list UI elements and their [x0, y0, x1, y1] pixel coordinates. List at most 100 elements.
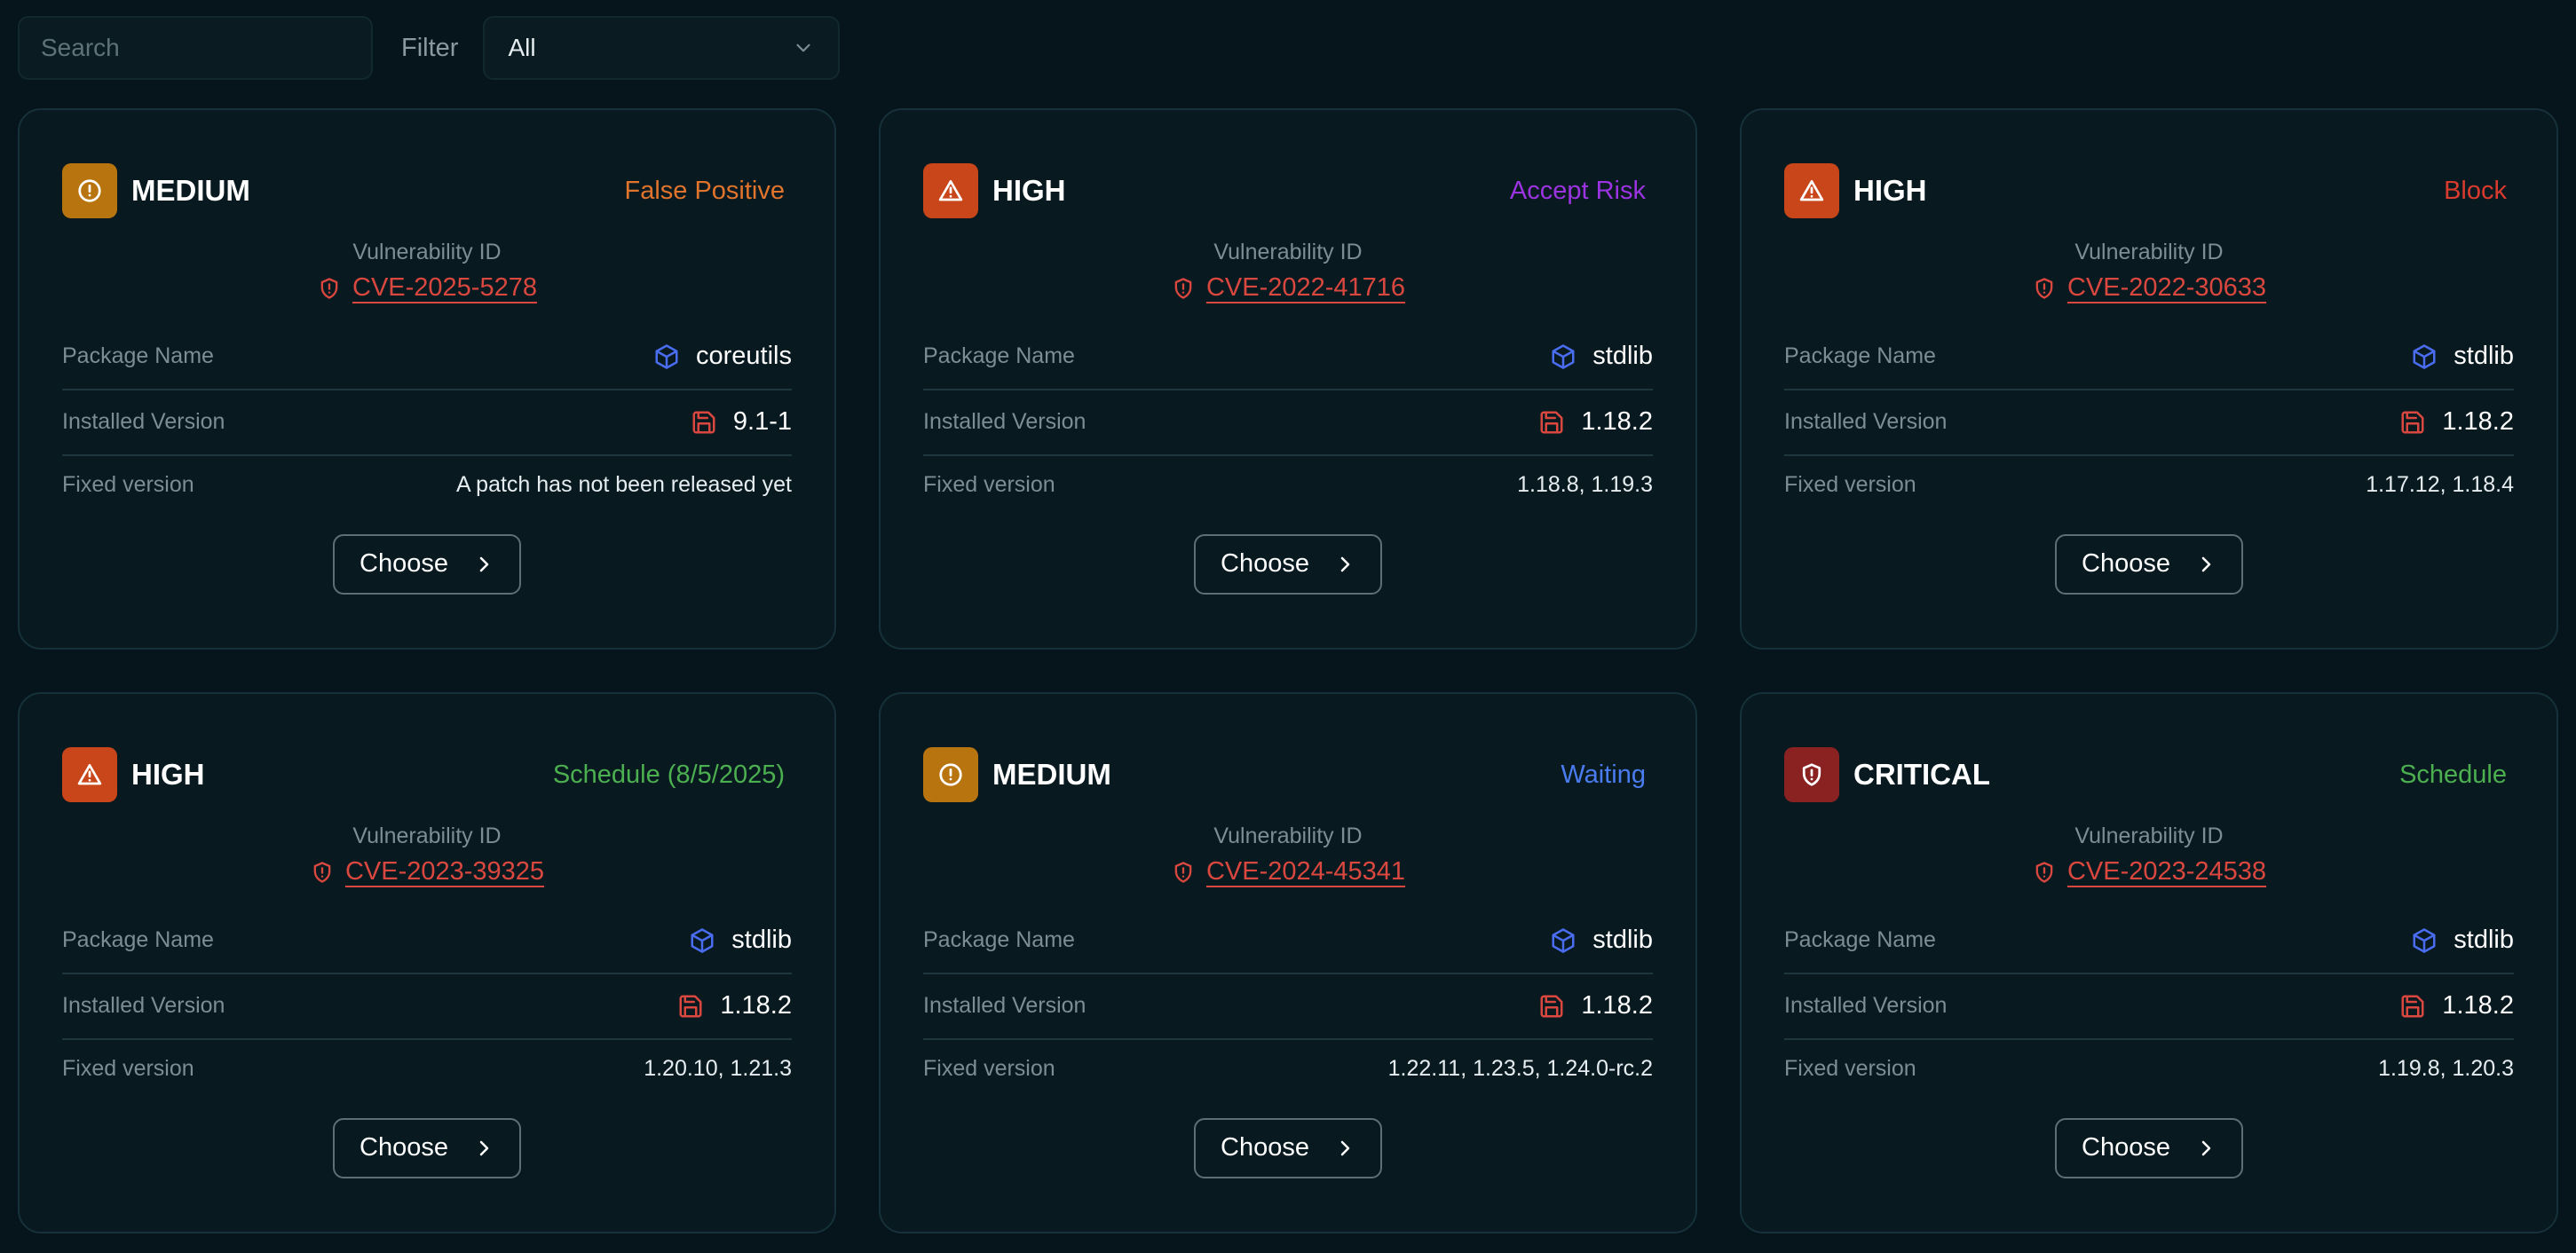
package-box-icon [1552, 927, 1575, 953]
vulnerability-card: CRITICAL Schedule Vulnerability ID CVE-2… [1740, 692, 2558, 1233]
vulnerability-id-caption: Vulnerability ID [352, 824, 502, 848]
shield-alert-icon [2035, 277, 2053, 299]
save-disk-icon [692, 411, 715, 433]
installed-version-label: Installed Version [923, 993, 1087, 1018]
warning-triangle-icon [77, 764, 102, 785]
installed-version-value: 9.1-1 [732, 407, 792, 436]
choose-button-label: Choose [2082, 549, 2170, 578]
installed-version-value: 1.18.2 [1581, 991, 1653, 1020]
package-name-value: stdlib [731, 926, 792, 954]
vulnerability-id-link[interactable]: CVE-2023-39325 [310, 857, 544, 887]
status-label: Waiting [1561, 760, 1646, 789]
choose-button-label: Choose [1221, 549, 1309, 578]
installed-version-row: Installed Version 1.18.2 [62, 974, 792, 1040]
installed-version-label: Installed Version [1784, 409, 1948, 434]
package-name-label: Package Name [1784, 927, 1936, 952]
choose-button[interactable]: Choose [1194, 1117, 1382, 1178]
vulnerability-card: HIGH Accept Risk Vulnerability ID CVE-20… [879, 108, 1697, 650]
status-label: Schedule (8/5/2025) [552, 760, 785, 789]
choose-button[interactable]: Choose [333, 533, 521, 595]
vulnerability-id: CVE-2024-45341 [1205, 857, 1406, 886]
package-box-icon [691, 927, 714, 953]
installed-version-value: 1.18.2 [1581, 407, 1653, 436]
vulnerability-id-caption: Vulnerability ID [2074, 240, 2224, 264]
package-name-row: Package Name stdlib [62, 909, 792, 974]
fixed-version-row: Fixed version 1.17.12, 1.18.4 [1784, 456, 2514, 515]
choose-button[interactable]: Choose [1194, 533, 1382, 595]
fixed-version-label: Fixed version [923, 472, 1055, 497]
shield-alert-icon [1174, 861, 1192, 883]
severity-icon [1784, 163, 1839, 218]
save-disk-icon [679, 995, 702, 1017]
fixed-version-value: 1.22.11, 1.23.5, 1.24.0-rc.2 [1387, 1056, 1653, 1081]
vulnerability-id: CVE-2022-41716 [1205, 273, 1406, 302]
package-box-icon [1552, 343, 1575, 369]
vulnerability-id-link[interactable]: CVE-2023-24538 [2032, 857, 2266, 887]
severity-icon [62, 163, 117, 218]
vulnerability-id: CVE-2025-5278 [352, 273, 537, 302]
chevron-right-icon [2201, 1140, 2211, 1155]
warning-triangle-icon [938, 180, 963, 201]
shield-alert-icon [1174, 277, 1192, 299]
severity-icon [1784, 747, 1839, 802]
severity-icon [923, 747, 978, 802]
vulnerability-grid: MEDIUM False Positive Vulnerability ID C… [18, 108, 2558, 1233]
vulnerability-card: HIGH Block Vulnerability ID CVE-2022-306… [1740, 108, 2558, 650]
status-label: Block [2444, 176, 2507, 205]
package-name-value: stdlib [2454, 342, 2514, 370]
vulnerability-id-caption: Vulnerability ID [2074, 824, 2224, 848]
vulnerability-id: CVE-2023-24538 [2066, 857, 2267, 886]
severity-label: HIGH [992, 174, 1066, 207]
save-disk-icon [1540, 995, 1563, 1017]
package-box-icon [2413, 927, 2436, 953]
fixed-version-value: 1.18.8, 1.19.3 [1517, 472, 1653, 497]
package-name-label: Package Name [923, 927, 1075, 952]
choose-button-label: Choose [2082, 1133, 2170, 1162]
chevron-right-icon [1340, 1140, 1350, 1155]
vulnerability-id: CVE-2022-30633 [2066, 273, 2267, 302]
installed-version-row: Installed Version 9.1-1 [62, 390, 792, 456]
vulnerability-id-link[interactable]: CVE-2025-5278 [317, 273, 537, 303]
vulnerability-card: MEDIUM Waiting Vulnerability ID CVE-2024… [879, 692, 1697, 1233]
search-input[interactable] [18, 16, 373, 80]
vulnerability-card: HIGH Schedule (8/5/2025) Vulnerability I… [18, 692, 836, 1233]
severity-icon [923, 163, 978, 218]
installed-version-row: Installed Version 1.18.2 [923, 974, 1653, 1040]
installed-version-value: 1.18.2 [2442, 407, 2514, 436]
fixed-version-label: Fixed version [923, 1056, 1055, 1081]
package-name-value: stdlib [1592, 342, 1653, 370]
save-disk-icon [2401, 995, 2424, 1017]
package-name-row: Package Name stdlib [1784, 909, 2514, 974]
shield-alert-icon [2035, 861, 2053, 883]
fixed-version-value: 1.17.12, 1.18.4 [2366, 472, 2514, 497]
choose-button-label: Choose [360, 1133, 448, 1162]
vulnerability-id-link[interactable]: CVE-2022-30633 [2032, 273, 2266, 303]
fixed-version-row: Fixed version 1.22.11, 1.23.5, 1.24.0-rc… [923, 1040, 1653, 1099]
filter-select[interactable]: All [483, 16, 841, 80]
fixed-version-row: Fixed version 1.19.8, 1.20.3 [1784, 1040, 2514, 1099]
severity-label: MEDIUM [131, 174, 250, 207]
choose-button[interactable]: Choose [2055, 1117, 2243, 1178]
vulnerability-id-link[interactable]: CVE-2024-45341 [1171, 857, 1405, 887]
package-name-row: Package Name stdlib [1784, 325, 2514, 390]
package-name-value: stdlib [2454, 926, 2514, 954]
package-name-value: stdlib [1592, 926, 1653, 954]
installed-version-label: Installed Version [923, 409, 1087, 434]
installed-version-label: Installed Version [62, 993, 225, 1018]
installed-version-row: Installed Version 1.18.2 [923, 390, 1653, 456]
package-name-row: Package Name stdlib [923, 325, 1653, 390]
chevron-right-icon [479, 1140, 489, 1155]
choose-button[interactable]: Choose [2055, 533, 2243, 595]
vulnerability-id-caption: Vulnerability ID [352, 240, 502, 264]
warning-triangle-icon [1799, 180, 1824, 201]
chevron-right-icon [479, 556, 489, 571]
fixed-version-value: 1.19.8, 1.20.3 [2378, 1056, 2514, 1081]
shield-alert-icon [320, 277, 338, 299]
severity-label: CRITICAL [1853, 758, 1990, 791]
vulnerability-id-link[interactable]: CVE-2022-41716 [1171, 273, 1405, 303]
severity-label: HIGH [1853, 174, 1927, 207]
installed-version-row: Installed Version 1.18.2 [1784, 974, 2514, 1040]
choose-button[interactable]: Choose [333, 1117, 521, 1178]
package-name-row: Package Name stdlib [923, 909, 1653, 974]
package-name-label: Package Name [923, 343, 1075, 368]
